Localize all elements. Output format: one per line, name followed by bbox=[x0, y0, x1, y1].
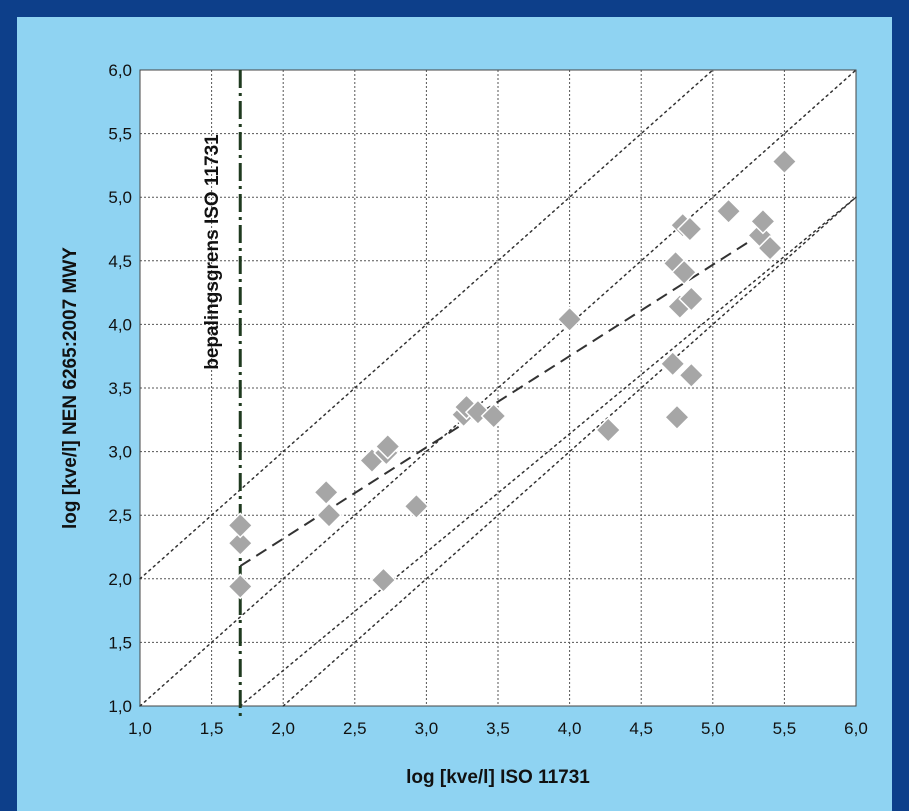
data-point bbox=[715, 198, 742, 225]
y-tick-label: 4,0 bbox=[108, 315, 132, 334]
data-point bbox=[313, 479, 340, 506]
y-tick-label: 4,5 bbox=[108, 252, 132, 271]
data-point bbox=[227, 512, 254, 539]
y-axis-title: log [kve/l] NEN 6265:2007 MWY bbox=[60, 247, 81, 529]
data-point bbox=[370, 567, 397, 594]
x-tick-labels: 1,0 1,5 2,0 2,5 3,0 3,5 4,0 4,5 5,0 5,5 6,0 bbox=[128, 719, 868, 738]
x-tick-label: 6,0 bbox=[844, 719, 868, 738]
x-tick-label: 5,5 bbox=[773, 719, 797, 738]
data-point bbox=[771, 148, 798, 175]
data-point bbox=[227, 530, 254, 557]
data-point bbox=[678, 285, 705, 313]
y-tick-label: 2,5 bbox=[108, 506, 132, 525]
gridlines bbox=[139, 69, 857, 707]
data-point bbox=[556, 306, 583, 333]
plot-border bbox=[139, 69, 857, 707]
reference-line bbox=[139, 69, 857, 707]
data-point bbox=[374, 433, 401, 460]
y-tick-label: 1,5 bbox=[108, 633, 132, 652]
y-tick-label: 3,0 bbox=[108, 443, 132, 462]
x-tick-label: 1,0 bbox=[128, 719, 152, 738]
data-point bbox=[403, 493, 430, 520]
data-point bbox=[480, 402, 507, 430]
y-tick-label: 5,5 bbox=[108, 125, 132, 144]
y-tick-label: 5,0 bbox=[108, 188, 132, 207]
data-point bbox=[595, 416, 622, 444]
x-tick-label: 4,5 bbox=[629, 719, 653, 738]
x-tick-label: 2,0 bbox=[271, 719, 295, 738]
y-tick-labels: 1,0 1,5 2,0 2,5 3,0 3,5 4,0 4,5 5,0 5,5 6,0 bbox=[108, 61, 132, 716]
x-tick-label: 1,5 bbox=[200, 719, 224, 738]
y-tick-label: 2,0 bbox=[108, 570, 132, 589]
y-tick-label: 1,0 bbox=[108, 697, 132, 716]
x-tick-label: 5,0 bbox=[701, 719, 725, 738]
data-point bbox=[663, 404, 691, 431]
reference-line bbox=[139, 69, 714, 580]
data-point bbox=[315, 502, 343, 529]
x-tick-label: 2,5 bbox=[343, 719, 367, 738]
reference-line bbox=[239, 196, 857, 707]
data-point bbox=[678, 362, 705, 389]
reference-lines bbox=[139, 69, 857, 707]
x-tick-label: 4,0 bbox=[558, 719, 582, 738]
data-points bbox=[227, 148, 798, 600]
x-axis-title: log [kve/l] ISO 11731 bbox=[406, 767, 590, 788]
y-tick-label: 6,0 bbox=[108, 61, 132, 80]
data-point bbox=[749, 208, 776, 235]
data-point bbox=[659, 350, 686, 377]
data-point bbox=[757, 235, 784, 262]
detection-limit-label: bepalingsgrens ISO 11731 bbox=[202, 134, 223, 370]
data-point bbox=[227, 573, 254, 600]
data-point bbox=[676, 215, 703, 243]
reference-line bbox=[282, 196, 857, 707]
data-point bbox=[671, 259, 698, 286]
x-tick-label: 3,0 bbox=[415, 719, 439, 738]
x-tick-label: 3,5 bbox=[486, 719, 510, 738]
y-tick-label: 3,5 bbox=[108, 379, 132, 398]
